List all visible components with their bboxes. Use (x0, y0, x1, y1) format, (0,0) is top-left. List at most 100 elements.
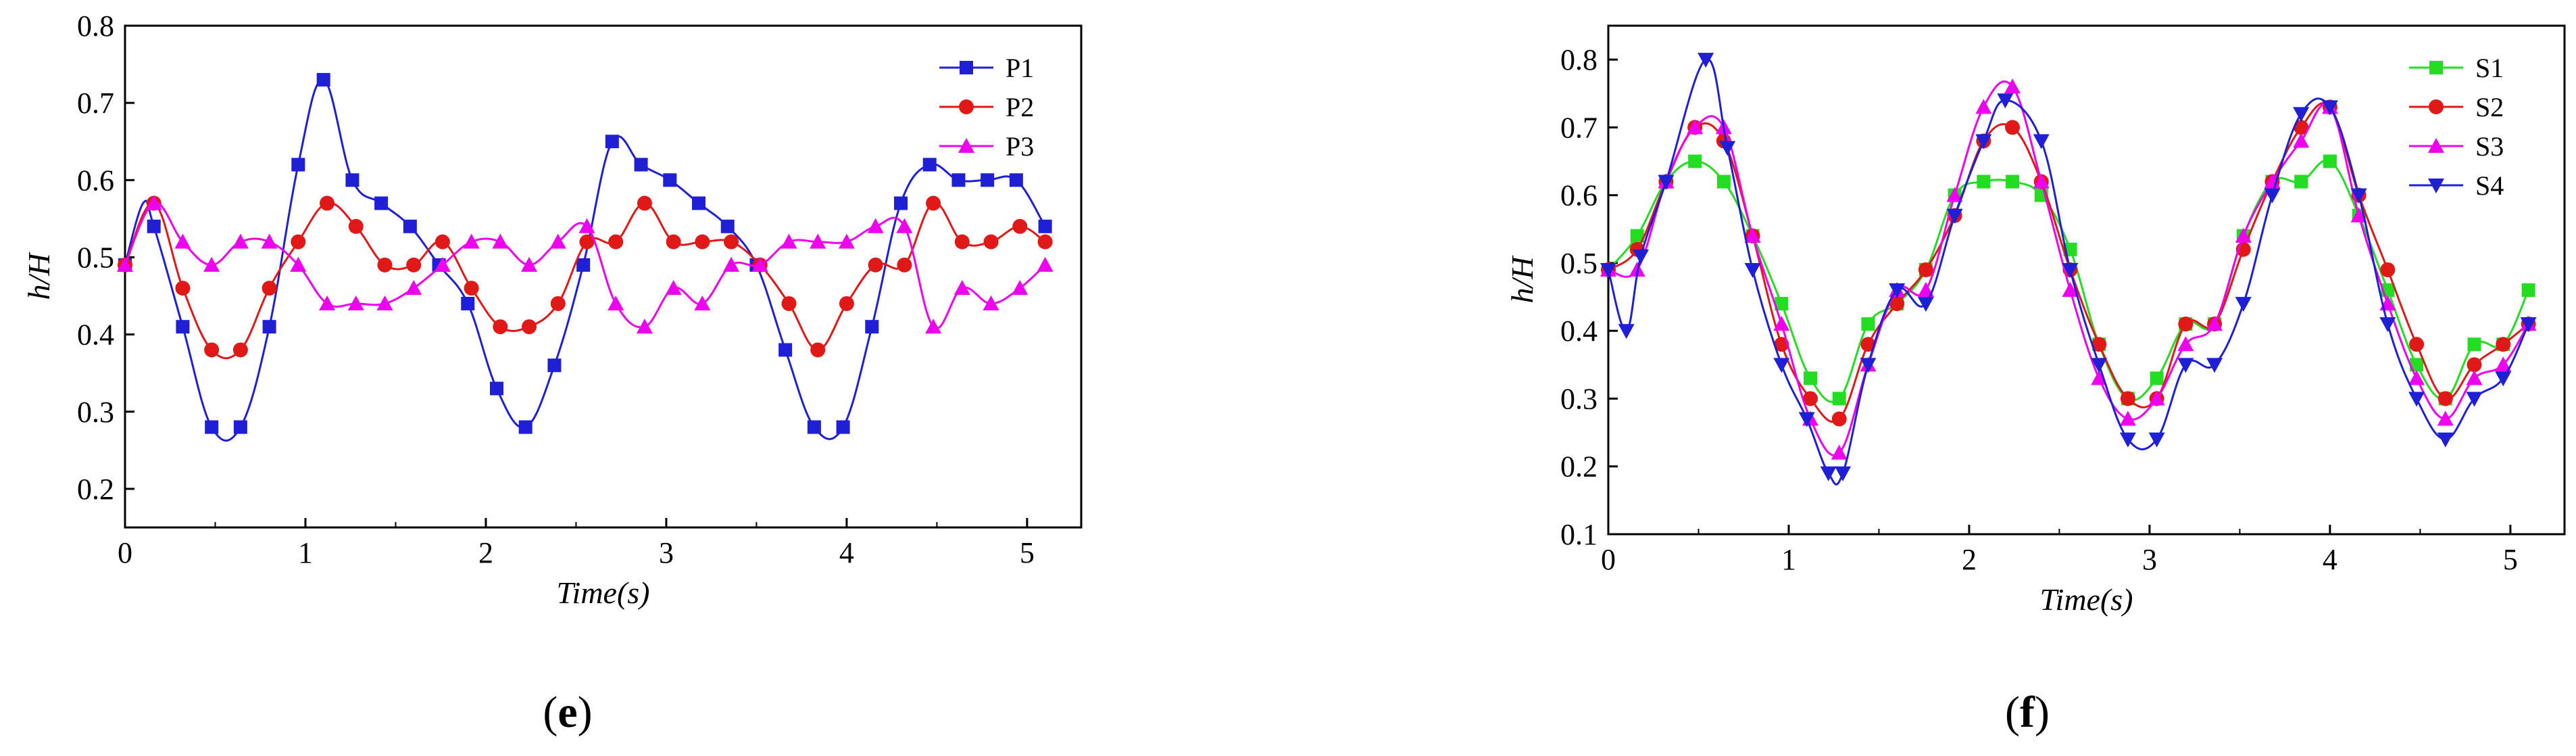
legend-marker (2428, 179, 2444, 193)
y-tick-label: 0.4 (77, 318, 114, 352)
data-point-s3 (2062, 282, 2079, 298)
y-tick-label: 0.8 (1560, 43, 1597, 76)
data-point-p1 (778, 343, 793, 357)
data-point-s3 (2408, 370, 2425, 385)
data-point-p2 (320, 195, 335, 211)
data-point-s2 (2380, 262, 2396, 277)
panel-caption-letter: e (558, 688, 577, 737)
legend-label: S4 (2475, 170, 2504, 201)
data-point-s4 (1860, 358, 1877, 373)
data-point-s1 (2467, 337, 2481, 352)
x-tick-label: 0 (118, 536, 132, 569)
data-point-p3 (232, 233, 249, 249)
data-point-s3 (2148, 390, 2165, 406)
series-p3 (117, 195, 1054, 334)
y-tick-label: 0.7 (77, 87, 114, 120)
data-point-s1 (2410, 358, 2424, 372)
data-point-p1 (403, 219, 417, 233)
data-point-p3 (925, 318, 942, 334)
data-point-s3 (2466, 370, 2483, 385)
data-point-p1 (316, 72, 330, 87)
data-point-s3 (1687, 119, 1704, 135)
data-point-p1 (894, 196, 908, 210)
data-point-s4 (2379, 317, 2396, 333)
data-point-s2 (1918, 262, 1933, 277)
x-tick-label: 3 (2142, 543, 2157, 576)
data-point-s3 (2495, 356, 2512, 372)
legend-marker (958, 138, 974, 153)
data-point-s4 (1835, 466, 1852, 481)
data-point-p1 (1038, 219, 1052, 233)
series-p1 (118, 72, 1052, 442)
data-point-p2 (983, 234, 999, 250)
data-point-s4 (2264, 188, 2281, 204)
data-point-s4 (2495, 371, 2512, 387)
legend-marker (2429, 99, 2444, 114)
data-point-p1 (720, 219, 735, 233)
data-point-p3 (896, 218, 913, 233)
data-point-s2 (1774, 337, 1789, 352)
data-point-p2 (464, 281, 479, 296)
data-point-s2 (2409, 337, 2425, 352)
data-point-s4 (1633, 249, 1650, 264)
data-point-s3 (1975, 99, 1992, 114)
data-point-p1 (981, 173, 995, 187)
x-tick-label: 2 (478, 536, 493, 569)
y-tick-label: 0.1 (1560, 518, 1597, 551)
data-point-p1 (807, 420, 821, 434)
data-point-p1 (461, 296, 475, 310)
data-point-p1 (951, 173, 966, 187)
data-point-p2 (348, 218, 364, 234)
data-point-s2 (2091, 337, 2107, 352)
panel-caption: (e) (543, 688, 592, 737)
data-point-s3 (2437, 410, 2454, 426)
data-point-p1 (576, 258, 591, 272)
data-point-s2 (1860, 337, 1876, 352)
plot-frame (1607, 24, 2566, 536)
data-point-p2 (406, 257, 422, 273)
data-point-s3 (1946, 187, 1963, 202)
data-point-p1 (147, 219, 161, 233)
data-point-p2 (608, 234, 624, 250)
data-point-s1 (2521, 283, 2535, 298)
data-point-p3 (117, 256, 133, 272)
data-point-p3 (608, 295, 624, 310)
legend-marker (2428, 138, 2444, 153)
series-line-s3 (1608, 80, 2529, 456)
y-tick-label: 0.8 (77, 9, 114, 43)
data-point-s2 (2178, 316, 2194, 332)
data-point-s2 (2294, 120, 2309, 135)
data-point-s4 (2408, 392, 2425, 407)
data-point-s1 (1716, 174, 1731, 189)
data-point-s1 (1688, 154, 1702, 168)
data-point-s4 (1997, 93, 2014, 109)
legend-label: P3 (1006, 131, 1034, 162)
data-point-s3 (2119, 410, 2136, 426)
x-tick-label: 1 (1781, 543, 1796, 576)
data-point-p2 (232, 342, 248, 358)
plot-frame (124, 24, 1083, 529)
data-point-s3 (2004, 78, 2021, 94)
data-point-s4 (1744, 262, 1761, 278)
data-point-p3 (463, 233, 480, 249)
data-point-p2 (204, 342, 220, 358)
data-point-s3 (2177, 336, 2194, 352)
data-point-p1 (634, 158, 648, 172)
data-point-p2 (926, 195, 941, 211)
x-axis-title: Time(s) (557, 575, 650, 610)
data-point-p2 (175, 281, 191, 296)
data-point-s1 (2323, 154, 2337, 168)
y-tick-label: 0.2 (77, 473, 114, 506)
data-point-p2 (435, 234, 450, 250)
data-point-s3 (1831, 444, 1848, 460)
y-axis-title: h/H (1505, 255, 1539, 304)
legend-label: S2 (2475, 92, 2504, 122)
data-point-s4 (2062, 262, 2079, 278)
data-point-s4 (2119, 432, 2136, 448)
data-point-s3 (2235, 227, 2252, 243)
x-tick-label: 2 (1962, 543, 1977, 576)
data-point-s4 (1975, 134, 1992, 149)
data-point-p1 (291, 158, 305, 172)
data-point-p3 (261, 233, 278, 249)
data-point-p3 (1037, 256, 1054, 272)
